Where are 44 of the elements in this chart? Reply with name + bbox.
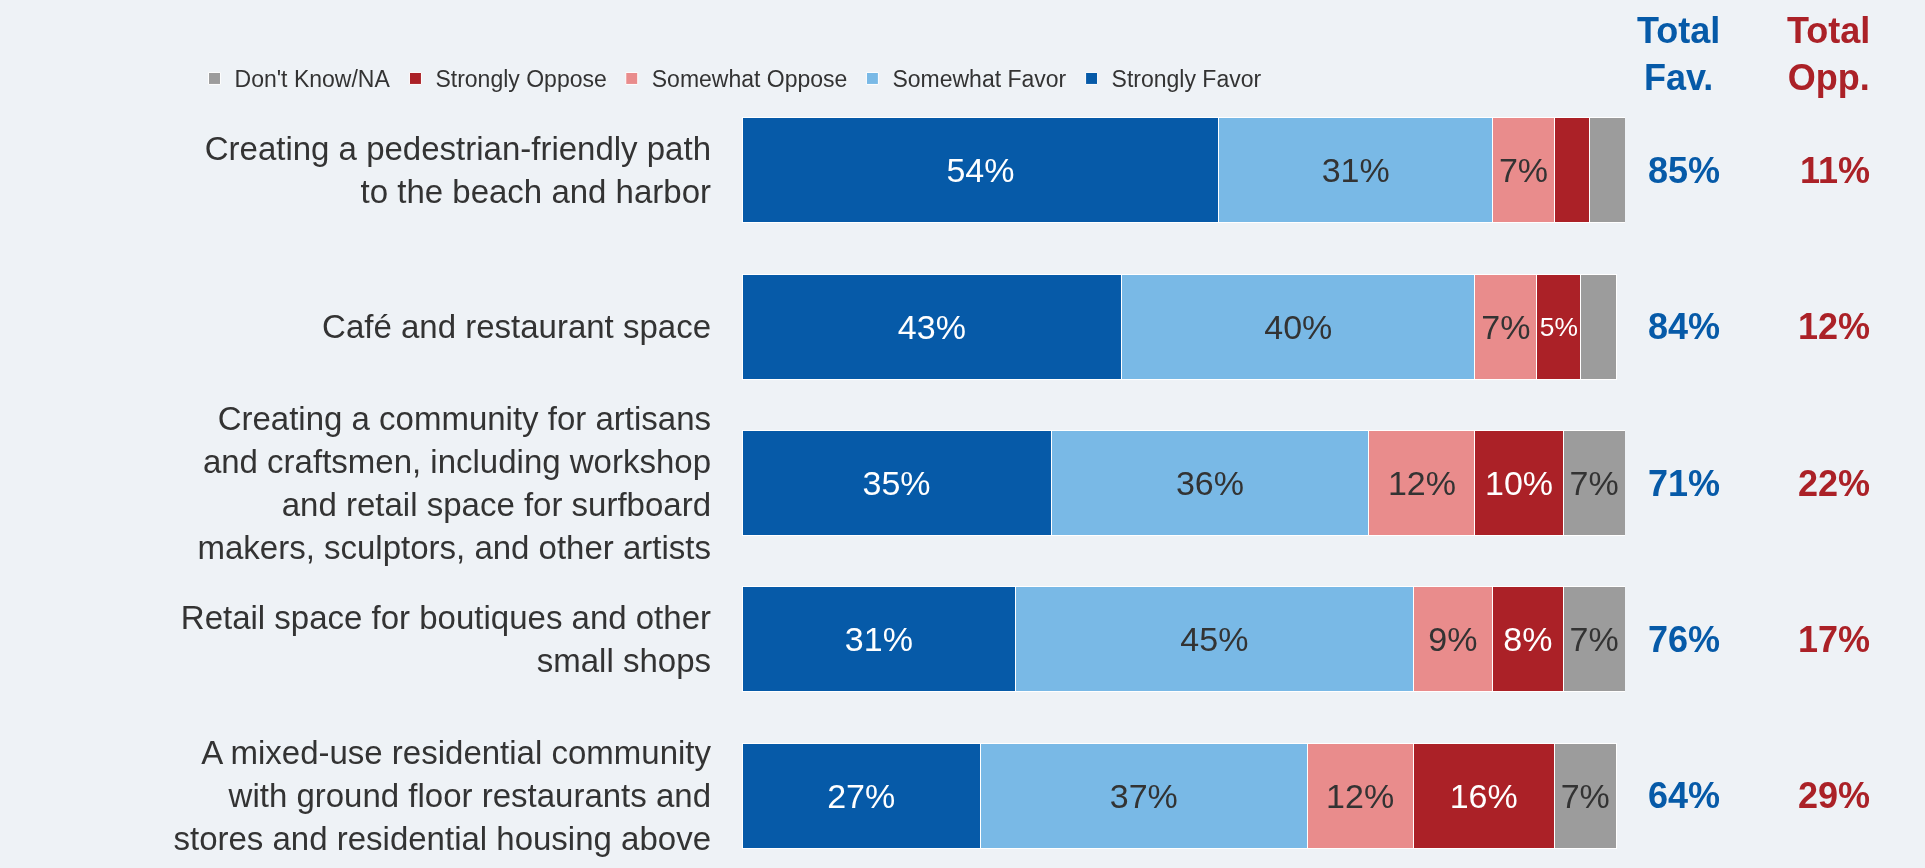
text: 11% (1800, 150, 1871, 191)
legend-label: Strongly Favor (1111, 66, 1262, 93)
data-label: 54% (946, 151, 1015, 190)
data-label: 37% (1109, 776, 1178, 815)
legend-label: Strongly Oppose (435, 66, 607, 93)
y-tick-label: Café and restaurant space (322, 308, 711, 346)
text: 12% (1798, 306, 1871, 347)
data-label: 7% (1569, 464, 1619, 502)
data-label: 10% (1485, 464, 1554, 502)
legend-label: Somewhat Oppose (651, 66, 848, 93)
data-label: 9% (1428, 620, 1478, 659)
data-label: 35% (862, 464, 931, 502)
data-label: 7% (1498, 151, 1549, 190)
text: 29% (1798, 775, 1871, 816)
text: 64% (1648, 775, 1721, 816)
data-label: 31% (844, 620, 913, 659)
data-label: 8% (1503, 620, 1553, 659)
data-label: 43% (897, 307, 966, 346)
text: 76% (1648, 619, 1721, 660)
y-tick-label: Creating a pedestrian-friendly path to the beach and harbor (204, 130, 711, 211)
y-tick-label: Retail space for boutiques and other small shops (180, 599, 711, 680)
data-label: 12% (1326, 776, 1395, 815)
data-label: 5% (1539, 311, 1578, 342)
data-label: 31% (1321, 151, 1390, 190)
y-tick-label: A mixed-use residential community with ground floor restaurants and stores and residential housing above (173, 734, 712, 858)
data-label: 16% (1449, 776, 1518, 815)
data-label: 40% (1264, 307, 1333, 346)
data-label: 36% (1175, 464, 1245, 502)
text: 17% (1798, 619, 1871, 660)
data-label: 12% (1387, 464, 1456, 502)
y-tick-label: Creating a community for artisans and craftsmen, including workshop and retail space for surfboard makers, sculptors, and other artists (197, 400, 711, 566)
text: 85% (1648, 150, 1721, 191)
data-label: 7% (1569, 620, 1619, 659)
data-label: 7% (1481, 307, 1531, 346)
text: 71% (1648, 463, 1721, 504)
text: 84% (1648, 306, 1721, 347)
data-label: 45% (1180, 620, 1249, 659)
text: Total Opp. (1787, 10, 1871, 98)
data-label: 27% (827, 776, 896, 815)
text: 22% (1798, 463, 1871, 504)
text: Total Fav. (1637, 10, 1721, 98)
legend-label: Somewhat Favor (892, 66, 1067, 93)
data-label: 7% (1560, 776, 1610, 815)
legend-label: Don't Know/NA (234, 66, 391, 93)
